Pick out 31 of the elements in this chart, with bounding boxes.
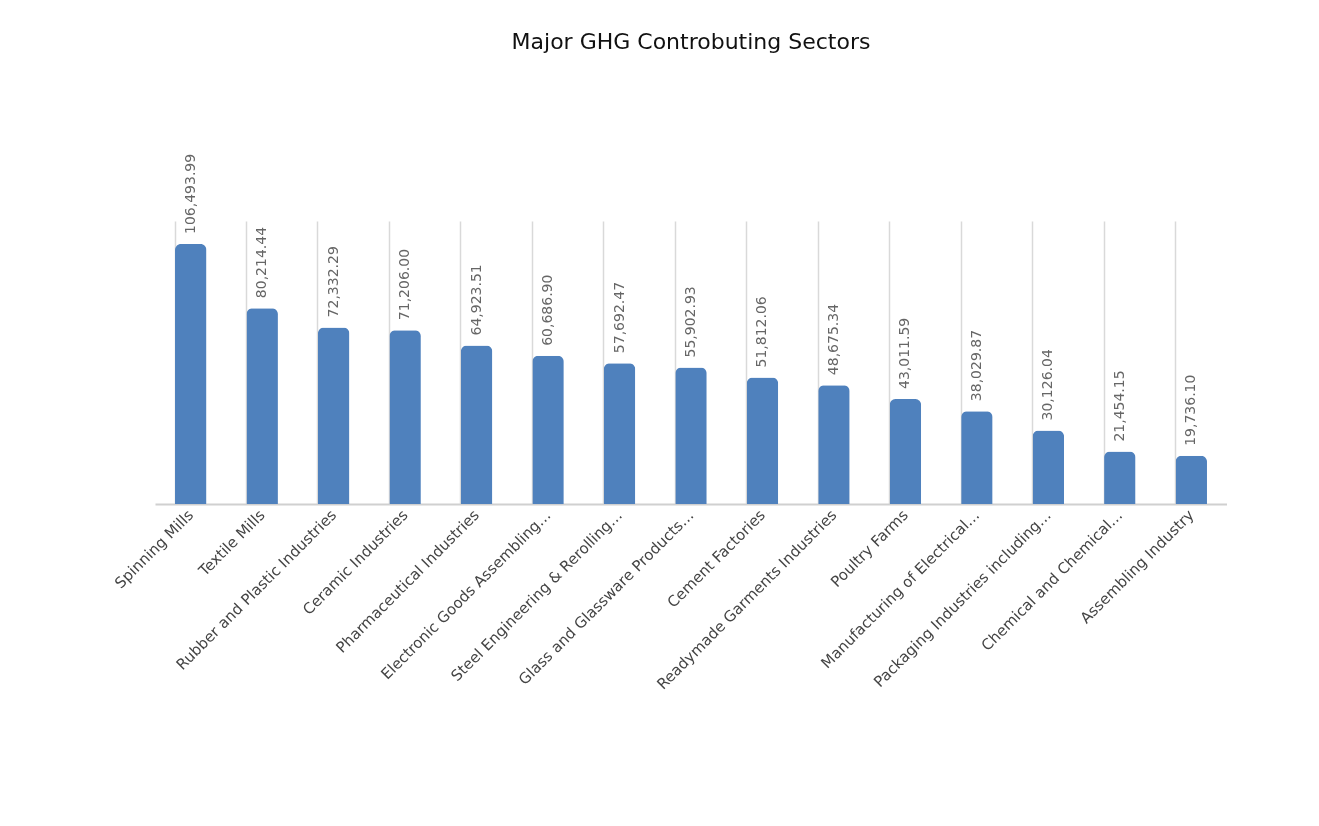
data-label: 19,736.10	[1182, 374, 1199, 446]
data-label: 64,923.51	[467, 264, 484, 336]
data-label: 48,675.34	[824, 303, 841, 376]
data-label: 30,126.04	[1039, 349, 1056, 421]
bar	[389, 330, 421, 504]
bar	[961, 411, 993, 504]
bar	[532, 355, 564, 504]
data-label: 72,332.29	[324, 246, 341, 318]
bar	[460, 345, 493, 504]
chart-title: Major GHG Controbuting Sectors	[511, 28, 871, 54]
bar	[246, 308, 278, 504]
bar	[1175, 455, 1207, 504]
data-label: 38,029.87	[967, 329, 984, 402]
bar	[889, 398, 922, 504]
bar	[603, 363, 636, 504]
bar	[675, 367, 707, 504]
data-label: 51,812.06	[753, 296, 770, 368]
data-label: 71,206.00	[396, 248, 413, 321]
data-label: 55,902.93	[682, 286, 698, 358]
data-label: 106,493.99	[181, 153, 198, 234]
bar	[1104, 451, 1136, 504]
bar	[1032, 430, 1065, 504]
data-label: 21,454.15	[1110, 370, 1127, 442]
bar	[746, 377, 779, 504]
data-label: 60,686.90	[539, 274, 556, 346]
bar	[317, 327, 350, 504]
data-label: 57,692.47	[610, 281, 627, 354]
data-label: 80,214.44	[253, 226, 270, 299]
bar	[175, 244, 207, 504]
data-label: 43,011.59	[896, 317, 913, 389]
bar	[818, 385, 850, 504]
